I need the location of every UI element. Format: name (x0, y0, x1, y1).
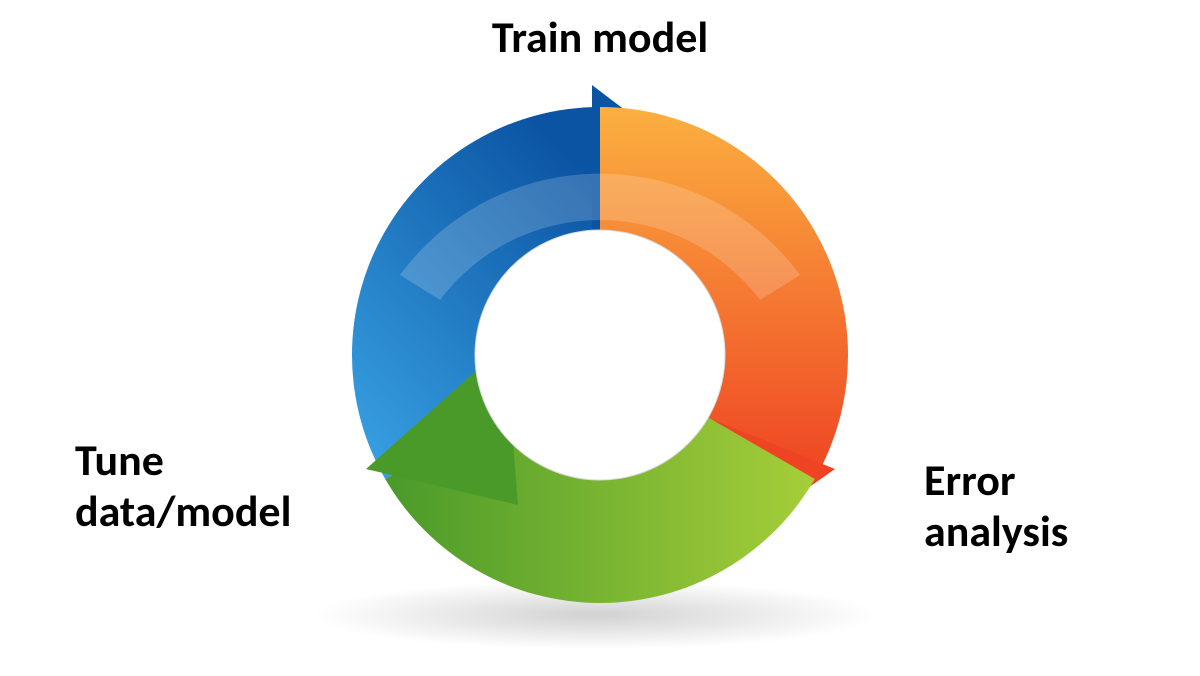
label-train: Train model (492, 12, 708, 63)
inner-hole-highlight (475, 230, 725, 480)
cycle-arrows-icon (330, 85, 870, 625)
label-error: Error analysis (924, 455, 1068, 556)
label-tune: Tune data/model (75, 435, 291, 536)
diagram-canvas: Train model Error analysis Tune data/mod… (0, 0, 1200, 676)
